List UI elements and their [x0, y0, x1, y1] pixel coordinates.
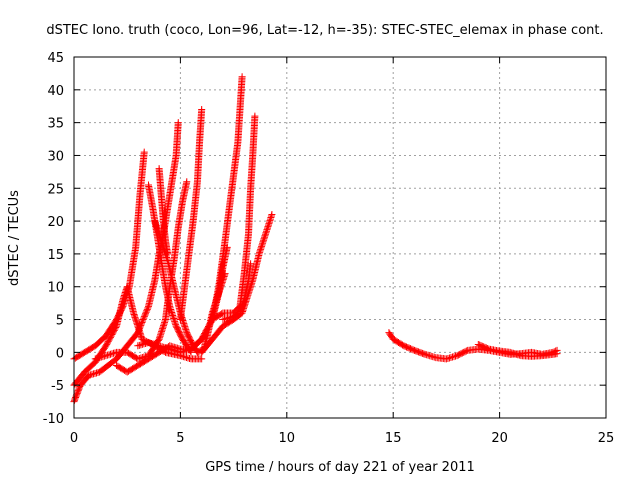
data-point [139, 317, 147, 325]
series-6 [144, 181, 195, 356]
y-tick-label: -5 [51, 379, 64, 394]
data-point [164, 250, 172, 258]
y-tick-label: 40 [47, 84, 64, 99]
y-tick-label: -10 [43, 412, 64, 427]
y-tick-label: 45 [47, 51, 64, 66]
data-point [112, 324, 120, 332]
data-point [268, 211, 276, 219]
data-point [134, 327, 142, 335]
series-13 [198, 211, 276, 356]
data-point [136, 323, 144, 331]
data-point [140, 313, 148, 321]
data-point [143, 307, 151, 315]
y-tick-label: 10 [47, 281, 64, 296]
y-tick-label: 20 [47, 215, 64, 230]
y-axis-label: dSTEC / TECUs [7, 190, 22, 286]
data-point [198, 355, 206, 363]
data-point [553, 350, 561, 358]
data-point [484, 345, 492, 353]
y-tick-label: 15 [47, 248, 64, 263]
data-point [251, 112, 259, 120]
data-point [238, 73, 246, 81]
x-tick-label: 0 [70, 431, 78, 446]
x-tick-label: 20 [491, 431, 508, 446]
data-point [141, 311, 149, 319]
y-tick-label: 25 [47, 182, 64, 197]
x-tick-label: 10 [279, 431, 296, 446]
y-tick-label: 5 [56, 314, 64, 329]
data-point [183, 178, 191, 186]
series-8 [155, 165, 172, 258]
data-point [140, 314, 148, 322]
data-point [174, 119, 182, 127]
data-point [135, 326, 143, 334]
data-point [462, 347, 470, 355]
data-point [134, 329, 142, 337]
x-axis-label: GPS time / hours of day 221 of year 2011 [205, 460, 475, 475]
x-tick-label: 25 [598, 431, 615, 446]
x-tick-label: 5 [176, 431, 184, 446]
data-point [138, 318, 146, 326]
series-10 [176, 106, 206, 324]
data-point [142, 310, 150, 318]
y-tick-label: 0 [56, 346, 64, 361]
data-point [198, 106, 206, 114]
axes: 0 5 10 15 20 25 -10 -5 0 5 10 15 20 25 30 35 40 45 [43, 51, 615, 446]
data-point [139, 316, 147, 324]
data-point [247, 260, 255, 268]
series-2 [70, 283, 206, 389]
x-tick-label: 15 [385, 431, 402, 446]
data-point [140, 148, 148, 156]
grid [74, 57, 606, 418]
data-point [143, 305, 151, 313]
plot-area [70, 73, 561, 406]
data-point [142, 308, 150, 316]
data-point [137, 320, 145, 328]
y-tick-label: 30 [47, 149, 64, 164]
data-point [218, 310, 226, 318]
data-point [144, 304, 152, 312]
series-15 [474, 340, 561, 360]
chart-title: dSTEC Iono. truth (coco, Lon=96, Lat=-12… [46, 23, 603, 38]
plot-frame [73, 56, 607, 419]
data-point [137, 321, 145, 329]
y-tick-label: 35 [47, 117, 64, 132]
data-point [136, 324, 144, 332]
data-point [223, 243, 231, 251]
